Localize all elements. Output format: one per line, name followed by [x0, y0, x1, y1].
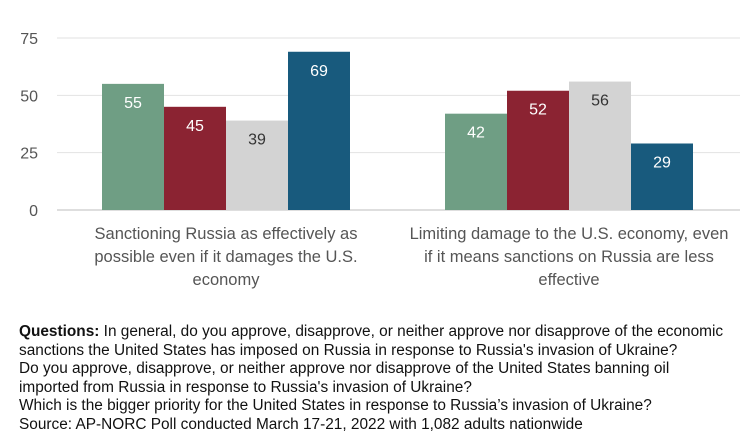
category-label: possible even if it damages the U.S.	[94, 248, 357, 266]
category-label: Sanctioning Russia as effectively as	[95, 225, 358, 243]
data-label: 56	[591, 93, 609, 110]
bar	[569, 81, 631, 210]
y-tick-label: 50	[20, 88, 38, 105]
bar	[288, 51, 350, 211]
note-line-4: imported from Russia in response to Russ…	[19, 378, 472, 396]
bar	[445, 113, 507, 210]
note-line-3: Do you approve, disapprove, or neither a…	[19, 360, 670, 378]
y-tick-label: 25	[20, 146, 38, 163]
category-label: economy	[193, 271, 261, 289]
bar	[164, 106, 226, 210]
note-line-2: sanctions the United States has imposed …	[19, 341, 678, 359]
data-label: 42	[467, 125, 485, 142]
bar	[631, 143, 693, 210]
category-label: Limiting damage to the U.S. economy, eve…	[410, 225, 729, 243]
bar	[507, 90, 569, 210]
data-label: 55	[124, 95, 142, 112]
category-label: effective	[538, 271, 599, 289]
note-line-5: Which is the bigger priority for the Uni…	[19, 397, 652, 415]
note-line-6: Source: AP-NORC Poll conducted March 17-…	[19, 415, 583, 433]
note-line-1: Questions: In general, do you approve, d…	[19, 323, 743, 342]
y-tick-label: 0	[29, 203, 38, 220]
bar	[226, 120, 288, 210]
data-label: 52	[529, 102, 547, 119]
questions-note: Questions: In general, do you approve, d…	[19, 323, 743, 435]
bar-chart: 0 25 50 75 55 45 39 69 Sanctioning Russia as eff…	[20, 31, 740, 289]
data-label: 69	[310, 63, 328, 80]
data-label: 39	[248, 132, 266, 149]
category-label: if it means sanctions on Russia are less	[424, 248, 714, 266]
data-label: 29	[653, 154, 671, 171]
note-text-1: In general, do you approve, disapprove, …	[99, 323, 724, 340]
y-tick-label: 75	[20, 31, 38, 48]
bar	[102, 83, 164, 210]
questions-label: Questions:	[19, 323, 100, 340]
data-label: 45	[186, 118, 204, 135]
